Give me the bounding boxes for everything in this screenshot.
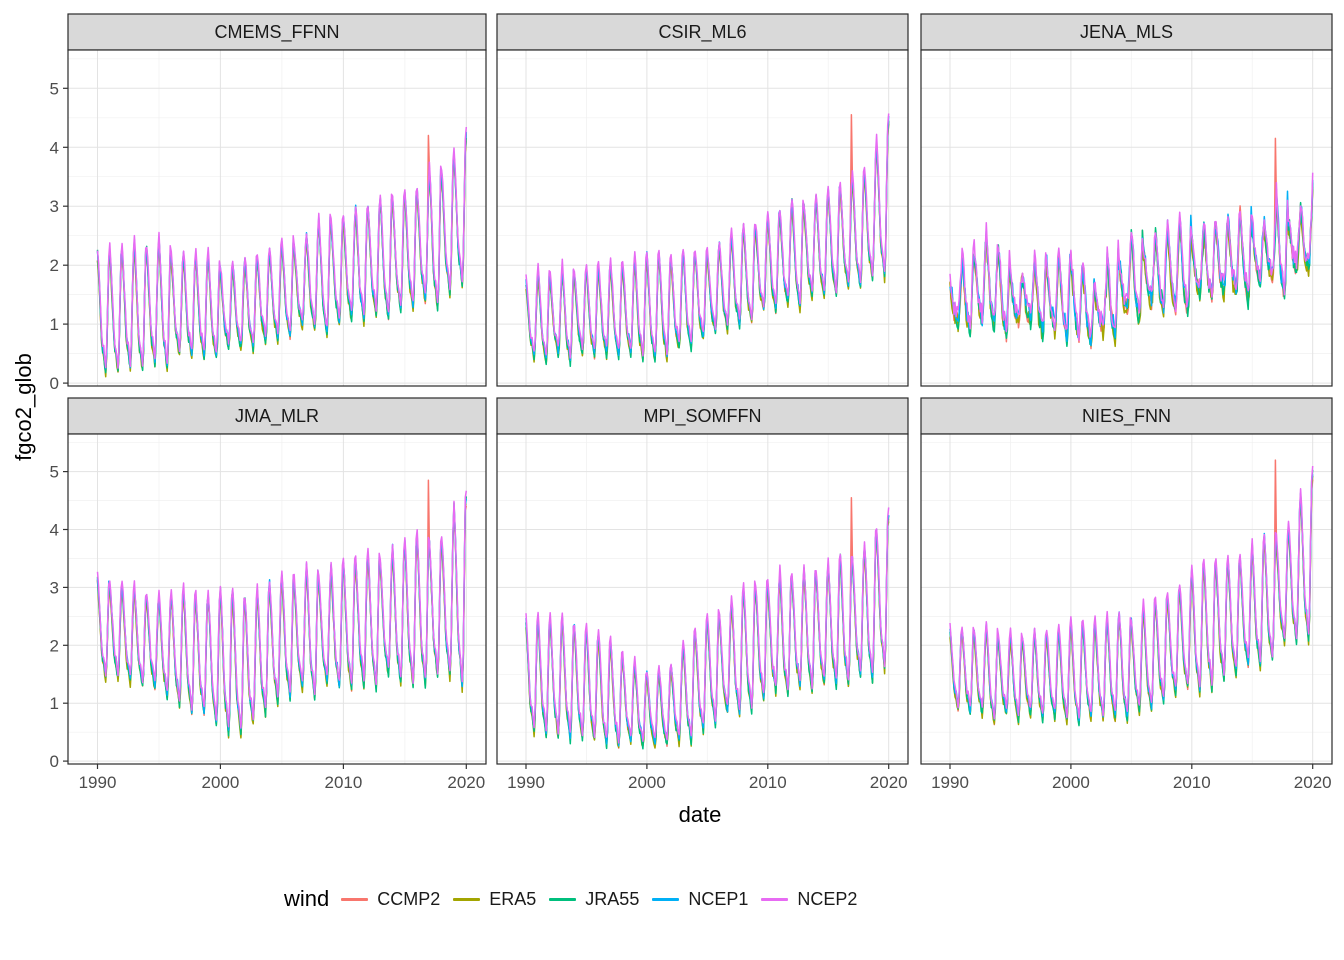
x-axis-title: date xyxy=(678,802,722,827)
x-tick-label: 2020 xyxy=(1294,773,1332,792)
x-tick-label: 2000 xyxy=(201,773,239,792)
facet-title: JENA_MLS xyxy=(1080,22,1173,43)
y-tick-label: 4 xyxy=(50,138,59,157)
panel xyxy=(921,50,1332,386)
y-tick-label: 2 xyxy=(50,256,59,275)
series-line-NCEP2 xyxy=(525,113,890,359)
y-tick-label: 3 xyxy=(50,578,59,597)
facet-strip: CSIR_ML6 xyxy=(496,13,909,51)
facet-title: JMA_MLR xyxy=(235,406,319,427)
facet-strip: NIES_FNN xyxy=(920,397,1333,435)
legend-entry-NCEP1: NCEP1 xyxy=(652,889,748,910)
y-axis: 0 1 2 3 4 5 xyxy=(50,79,68,393)
legend-key-line xyxy=(453,897,481,901)
x-axis: 1990 2000 2010 2020 xyxy=(507,764,908,792)
legend-label: ERA5 xyxy=(489,888,537,909)
panel-border xyxy=(67,49,487,387)
x-tick-label: 2020 xyxy=(447,773,485,792)
series-line-NCEP2 xyxy=(96,490,468,729)
legend-key-line xyxy=(761,897,789,901)
panel xyxy=(68,434,486,764)
series-line-NCEP2 xyxy=(525,507,890,744)
facet-title: CMEMS_FFNN xyxy=(215,22,340,43)
x-tick-label: 1990 xyxy=(79,773,117,792)
legend-entry-NCEP2: NCEP2 xyxy=(761,889,857,910)
y-axis: 0 1 2 3 4 5 xyxy=(50,463,68,771)
series-line-NCEP2 xyxy=(949,172,1314,341)
y-tick-label: 5 xyxy=(50,463,59,482)
x-tick-label: 2010 xyxy=(1173,773,1211,792)
faceted-line-chart: CMEMS_FFNN 0 1 2 3 4 5 CSIR_ML6 JENA_MLS JMA_MLR 1… xyxy=(50,13,1333,792)
y-tick-label: 2 xyxy=(50,636,59,655)
panel-border xyxy=(920,49,1333,387)
y-tick-label: 0 xyxy=(50,374,59,393)
panel-border xyxy=(496,433,909,765)
y-tick-label: 0 xyxy=(50,752,59,771)
x-tick-label: 2010 xyxy=(749,773,787,792)
x-tick-label: 2020 xyxy=(870,773,908,792)
panel xyxy=(497,434,908,764)
legend-entry-JRA55: JRA55 xyxy=(549,889,639,910)
y-tick-label: 3 xyxy=(50,197,59,216)
legend-entries: CCMP2 ERA5 JRA55 NCEP1 NCEP2 xyxy=(341,889,857,910)
facet-strip: JENA_MLS xyxy=(920,13,1333,51)
x-tick-label: 1990 xyxy=(507,773,545,792)
legend-label: NCEP2 xyxy=(797,888,858,909)
legend-label: CCMP2 xyxy=(377,888,441,909)
y-tick-label: 1 xyxy=(50,315,59,334)
x-axis: 1990 2000 2010 2020 xyxy=(931,764,1332,792)
legend-label: NCEP1 xyxy=(688,888,749,909)
x-tick-label: 1990 xyxy=(931,773,969,792)
legend-key-line xyxy=(652,897,680,901)
y-tick-label: 4 xyxy=(50,521,59,540)
legend-entry-CCMP2: CCMP2 xyxy=(341,889,440,910)
x-tick-label: 2010 xyxy=(324,773,362,792)
facet-title: NIES_FNN xyxy=(1082,406,1171,427)
facet-strip: JMA_MLR xyxy=(67,397,487,435)
y-axis-title: fgco2_glob xyxy=(11,353,36,461)
legend-key-line xyxy=(341,897,369,901)
legend-title: wind xyxy=(284,886,330,911)
legend-label: JRA55 xyxy=(585,888,640,909)
series-line-NCEP2 xyxy=(949,465,1314,720)
legend-key-line xyxy=(549,897,577,901)
legend: wind CCMP2 ERA5 JRA55 NCEP1 NCEP2 xyxy=(284,886,857,912)
panel-border xyxy=(496,49,909,387)
panel-border xyxy=(67,433,487,765)
facet-title: MPI_SOMFFN xyxy=(643,406,761,427)
series-line-NCEP2 xyxy=(96,126,468,369)
facet-title: CSIR_ML6 xyxy=(658,22,746,43)
facet-strip: CMEMS_FFNN xyxy=(67,13,487,51)
y-tick-label: 1 xyxy=(50,694,59,713)
x-tick-label: 2000 xyxy=(628,773,666,792)
x-tick-label: 2000 xyxy=(1052,773,1090,792)
y-tick-label: 5 xyxy=(50,79,59,98)
facet-strip: MPI_SOMFFN xyxy=(496,397,909,435)
legend-entry-ERA5: ERA5 xyxy=(453,889,536,910)
panel-border xyxy=(920,433,1333,765)
x-axis: 1990 2000 2010 2020 xyxy=(79,764,485,792)
